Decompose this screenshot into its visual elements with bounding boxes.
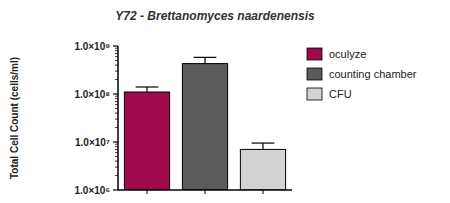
x-tick: [263, 190, 264, 194]
y-minor-tick: [115, 101, 118, 102]
y-minor-tick: [115, 127, 118, 128]
legend-label: counting chamber: [329, 68, 417, 80]
y-minor-tick: [115, 156, 118, 157]
error-cap: [252, 142, 275, 143]
y-minor-tick: [115, 71, 118, 72]
y-minor-tick: [115, 144, 118, 145]
y-minor-tick: [115, 65, 118, 66]
y-tick-label: 1.0×10⁸: [74, 89, 110, 100]
y-axis: [117, 46, 119, 190]
y-minor-tick: [115, 48, 118, 49]
y-minor-tick: [115, 98, 118, 99]
y-minor-tick: [115, 56, 118, 57]
y-tick: [113, 141, 118, 142]
y-tick: [113, 189, 118, 190]
error-bar: [136, 87, 159, 92]
error-cap: [136, 86, 159, 87]
y-minor-tick: [115, 161, 118, 162]
y-minor-tick: [115, 146, 118, 147]
y-minor-tick: [115, 60, 118, 61]
bar: [182, 64, 227, 190]
y-minor-tick: [115, 96, 118, 97]
y-minor-tick: [115, 50, 118, 51]
bar: [124, 92, 169, 190]
error-line: [146, 87, 147, 92]
y-tick: [113, 93, 118, 94]
y-minor-tick: [115, 108, 118, 109]
legend-label: oculyze: [329, 48, 366, 60]
legend-swatch: [307, 48, 322, 60]
y-tick: [113, 45, 118, 46]
error-bar: [194, 57, 217, 63]
bar: [240, 149, 285, 190]
y-minor-tick: [115, 175, 118, 176]
chart: Y72 - Brettanomyces naardenensis Total Ce…: [0, 0, 450, 203]
y-axis-label: Total Cell Count (cells/ml): [9, 57, 20, 179]
error-line: [204, 57, 205, 63]
y-minor-tick: [115, 167, 118, 168]
legend-swatch: [307, 88, 322, 100]
error-cap: [194, 57, 217, 58]
error-line: [262, 143, 263, 149]
y-minor-tick: [115, 79, 118, 80]
legend-swatch: [307, 68, 322, 80]
y-minor-tick: [115, 104, 118, 105]
y-minor-tick: [115, 113, 118, 114]
plot-area: [124, 57, 285, 190]
title: Y72 - Brettanomyces naardenensis: [115, 9, 315, 23]
y-minor-tick: [115, 53, 118, 54]
y-minor-tick: [115, 152, 118, 153]
error-bar: [252, 143, 275, 149]
legend-label: CFU: [329, 88, 352, 100]
x-tick: [147, 190, 148, 194]
y-minor-tick: [115, 149, 118, 150]
y-tick-label: 1.0×10⁷: [75, 137, 110, 148]
y-tick-label: 1.0×10⁹: [74, 41, 110, 52]
x-tick: [205, 190, 206, 194]
y-tick-label: 1.0×10⁶: [75, 185, 110, 196]
y-minor-tick: [115, 119, 118, 120]
